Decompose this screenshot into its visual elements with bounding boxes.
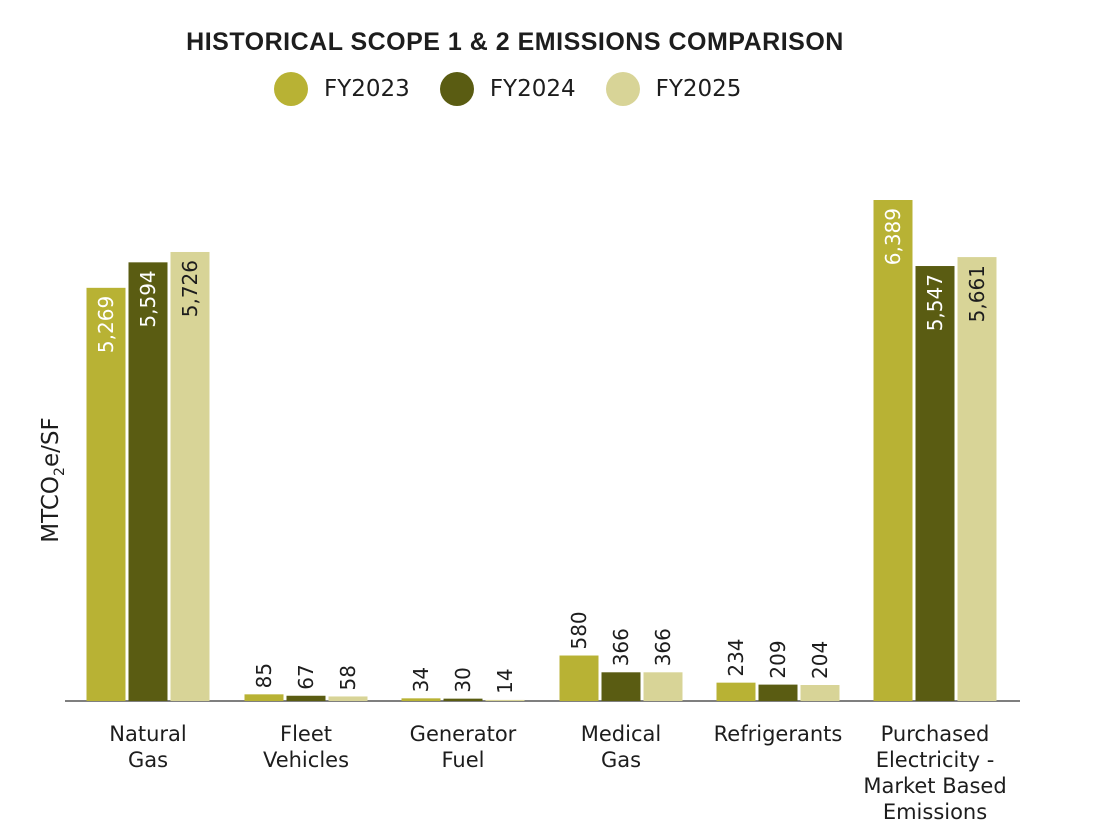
- data-label: 5,547: [923, 274, 947, 331]
- x-tick-label: Generator: [410, 722, 517, 746]
- y-axis-label: MTCO2e/SF: [38, 417, 68, 542]
- bar-fy2024: [128, 262, 168, 701]
- data-label: 30: [451, 667, 475, 692]
- chart-title: HISTORICAL SCOPE 1 & 2 EMISSIONS COMPARI…: [186, 28, 844, 56]
- legend-swatch: [605, 72, 640, 106]
- data-label: 209: [766, 640, 790, 678]
- data-label: 580: [567, 611, 591, 649]
- bar-fy2025: [957, 257, 997, 701]
- bar-fy2023: [716, 682, 756, 701]
- x-tick-label: Fuel: [442, 748, 485, 772]
- data-label: 204: [808, 641, 832, 679]
- data-label: 85: [252, 663, 276, 688]
- data-label: 67: [294, 664, 318, 689]
- bar-fy2025: [328, 696, 368, 701]
- data-label: 366: [609, 628, 633, 666]
- x-tick-label: Gas: [601, 748, 641, 772]
- bar-fy2023: [873, 200, 913, 701]
- data-label: 5,594: [136, 270, 160, 327]
- legend-swatch: [274, 72, 308, 106]
- data-label: 34: [409, 667, 433, 692]
- x-tick-label: Market Based: [863, 774, 1006, 798]
- data-label: 58: [336, 665, 360, 690]
- data-label: 5,661: [965, 265, 989, 322]
- bar-fy2025: [485, 699, 525, 701]
- bar-fy2023: [559, 655, 599, 701]
- x-tick-label: Refrigerants: [714, 722, 843, 746]
- bar-fy2025: [170, 251, 210, 702]
- bar-fy2023: [86, 287, 126, 701]
- bar-fy2024: [443, 698, 483, 701]
- x-tick-label: Fleet: [280, 722, 332, 746]
- legend-label: FY2025: [655, 76, 742, 102]
- legend-label: FY2024: [489, 76, 576, 102]
- bar-fy2025: [800, 685, 840, 701]
- bar-fy2024: [601, 672, 641, 701]
- data-label: 14: [493, 668, 517, 693]
- data-label: 366: [651, 628, 675, 666]
- legend-swatch: [439, 72, 474, 106]
- x-tick-label: Vehicles: [263, 748, 349, 772]
- legend-item-fy2025: FY2025: [605, 72, 742, 106]
- bar-fy2024: [286, 695, 326, 701]
- x-tick-label: Medical: [581, 722, 661, 746]
- x-tick-label: Purchased: [881, 722, 990, 746]
- bar-fy2025: [643, 672, 683, 701]
- data-label: 6,389: [881, 208, 905, 265]
- legend-item-fy2024: FY2024: [439, 72, 576, 106]
- bar-fy2024: [915, 266, 955, 701]
- data-label: 234: [724, 638, 748, 676]
- bar-fy2024: [758, 684, 798, 701]
- data-label: 5,726: [178, 260, 202, 317]
- legend-label: FY2023: [324, 76, 410, 102]
- x-tick-label: Gas: [128, 748, 168, 772]
- legend-item-fy2023: FY2023: [274, 72, 410, 106]
- legend: FY2023 FY2024 FY2025: [274, 72, 771, 106]
- x-tick-label: Natural: [109, 722, 186, 746]
- data-label: 5,269: [94, 296, 118, 353]
- bar-fy2023: [244, 694, 284, 701]
- x-tick-label: Electricity -: [876, 748, 995, 772]
- bar-fy2023: [401, 698, 441, 701]
- x-tick-label: Emissions: [883, 800, 987, 824]
